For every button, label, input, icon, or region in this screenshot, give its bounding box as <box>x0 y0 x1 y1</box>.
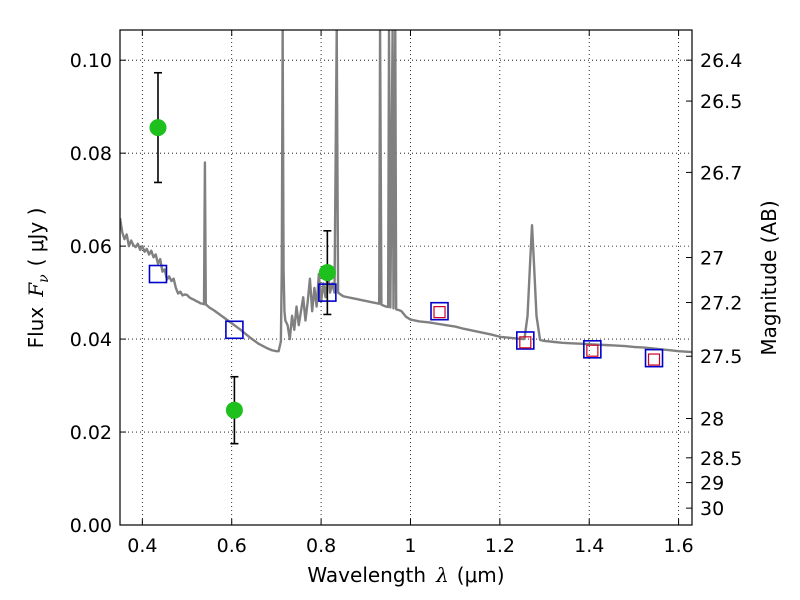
model-photometry-square <box>225 320 244 340</box>
y2-axis-label: Magnitude (AB) <box>757 200 781 355</box>
mag-tick-label: 27.5 <box>700 346 742 368</box>
model-photometry-square <box>644 348 664 368</box>
clipped-data <box>120 30 692 445</box>
plot-area <box>120 30 692 445</box>
x-tick-label: 0.6 <box>217 535 247 557</box>
mag-tick-label: 29 <box>700 473 724 495</box>
mag-tick-label: 28.5 <box>700 448 742 470</box>
y-tick-label: 0.10 <box>70 50 112 72</box>
mag-tick-label: 27.2 <box>700 293 742 315</box>
y-tick-label: 0.02 <box>70 422 112 444</box>
x-tick-label: 1.4 <box>574 535 604 557</box>
mag-tick-label: 26.4 <box>700 50 742 72</box>
observed-nir-square <box>647 353 661 366</box>
mag-tick-label: 27 <box>700 248 724 270</box>
y-tick-label: 0.04 <box>70 329 112 351</box>
sed-template-line <box>120 30 692 354</box>
model-photometry-square <box>583 340 602 359</box>
y-tick-label: 0.00 <box>70 515 112 537</box>
detection-point <box>225 401 243 419</box>
y-axis-label: FluxFν( μJy ) <box>24 208 52 349</box>
x-tick-label: 0.8 <box>306 535 336 557</box>
model-photometry-square <box>148 264 168 284</box>
mag-tick-label: 26.5 <box>700 91 742 113</box>
detection-point <box>318 264 336 282</box>
y-tick-label: 0.06 <box>70 236 112 258</box>
x-tick-label: 1.2 <box>485 535 515 557</box>
mag-tick-label: 28 <box>700 409 724 431</box>
plot-frame <box>119 29 693 526</box>
observed-nir-square <box>586 344 599 357</box>
model-photometry-square <box>516 331 535 350</box>
y-tick-label: 0.08 <box>70 143 112 165</box>
x-axis-label: Wavelength λ (μm) <box>307 563 504 587</box>
x-tick-label: 1.6 <box>663 535 693 557</box>
mag-tick-label: 30 <box>700 498 724 520</box>
observed-nir-square <box>519 336 532 349</box>
x-tick-label: 0.4 <box>127 535 157 557</box>
detection-point <box>149 119 167 137</box>
model-photometry-square <box>430 301 449 321</box>
x-tick-label: 1 <box>404 535 416 557</box>
observed-nir-square <box>433 306 446 319</box>
axis-ticks: 0.4 0.6 0.8 1 1.2 1.4 1.6 0.00 0.02 0.04 0.06 0.08 0… <box>70 30 742 557</box>
mag-tick-label: 26.7 <box>700 162 742 184</box>
